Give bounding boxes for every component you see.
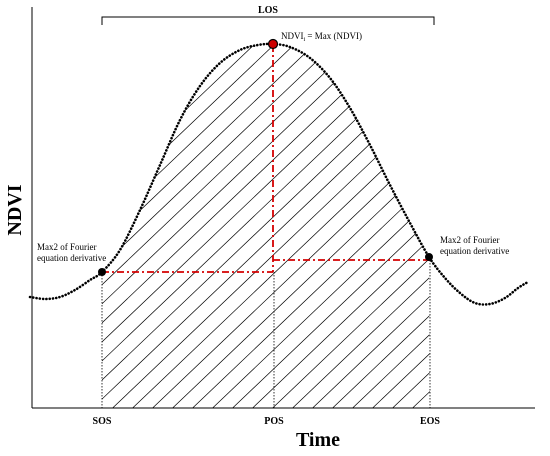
hatch-line <box>102 43 401 409</box>
hatch-line <box>279 43 430 409</box>
los-label: LOS <box>258 5 278 16</box>
ndvi-curve <box>28 42 530 306</box>
hatch-line <box>379 43 430 409</box>
hatch-line <box>480 20 550 420</box>
sos-marker <box>98 268 106 276</box>
hatch-line <box>199 43 430 409</box>
x-axis-title: Time <box>296 429 340 451</box>
peak-annotation: NDVIi = Max (NDVI) <box>281 31 362 43</box>
hatch-line <box>540 20 550 420</box>
hatch-line <box>179 43 430 409</box>
hatch-line <box>460 20 550 420</box>
hatch-line <box>239 43 430 409</box>
los-bracket <box>101 16 435 25</box>
hatch-line <box>520 20 550 420</box>
tick-eos: EOS <box>420 416 440 427</box>
hatch-line <box>299 43 430 409</box>
hatch-line <box>102 43 430 409</box>
hatch-line <box>102 43 430 409</box>
left-annotation: Max2 of Fourier equation derivative <box>37 242 106 263</box>
hatch-line <box>339 43 430 409</box>
hatch-line <box>359 43 430 409</box>
hatch-line <box>139 43 430 409</box>
y-axis-title: NDVI <box>4 184 26 235</box>
red-guide-lines <box>102 45 430 273</box>
hatch-line <box>102 43 301 409</box>
tick-sos: SOS <box>93 416 112 427</box>
hatch-line <box>440 20 550 420</box>
hatch-line <box>102 43 430 409</box>
hatch-line <box>102 43 430 409</box>
hatch-line <box>419 43 430 409</box>
hatch-line <box>259 43 430 409</box>
hatch-line <box>102 43 221 409</box>
peak-marker <box>267 38 279 50</box>
hatch-line <box>102 43 261 409</box>
hatch-line <box>102 43 321 409</box>
hatch-line <box>102 43 281 409</box>
eos-marker <box>425 253 433 261</box>
hatch-line <box>319 43 430 409</box>
hatch-line <box>500 20 550 420</box>
hatch-line <box>102 43 181 409</box>
hatch-line <box>102 43 421 409</box>
hatch-line <box>119 43 430 409</box>
hatch-line <box>159 43 430 409</box>
tick-pos: POS <box>264 416 284 427</box>
hatch-line <box>102 43 381 409</box>
right-annotation: Max2 of Fourier equation derivative <box>440 235 509 256</box>
hatch-line <box>219 43 430 409</box>
hatched-area <box>102 20 550 420</box>
hatch-line <box>102 43 361 409</box>
hatch-line <box>102 43 430 409</box>
